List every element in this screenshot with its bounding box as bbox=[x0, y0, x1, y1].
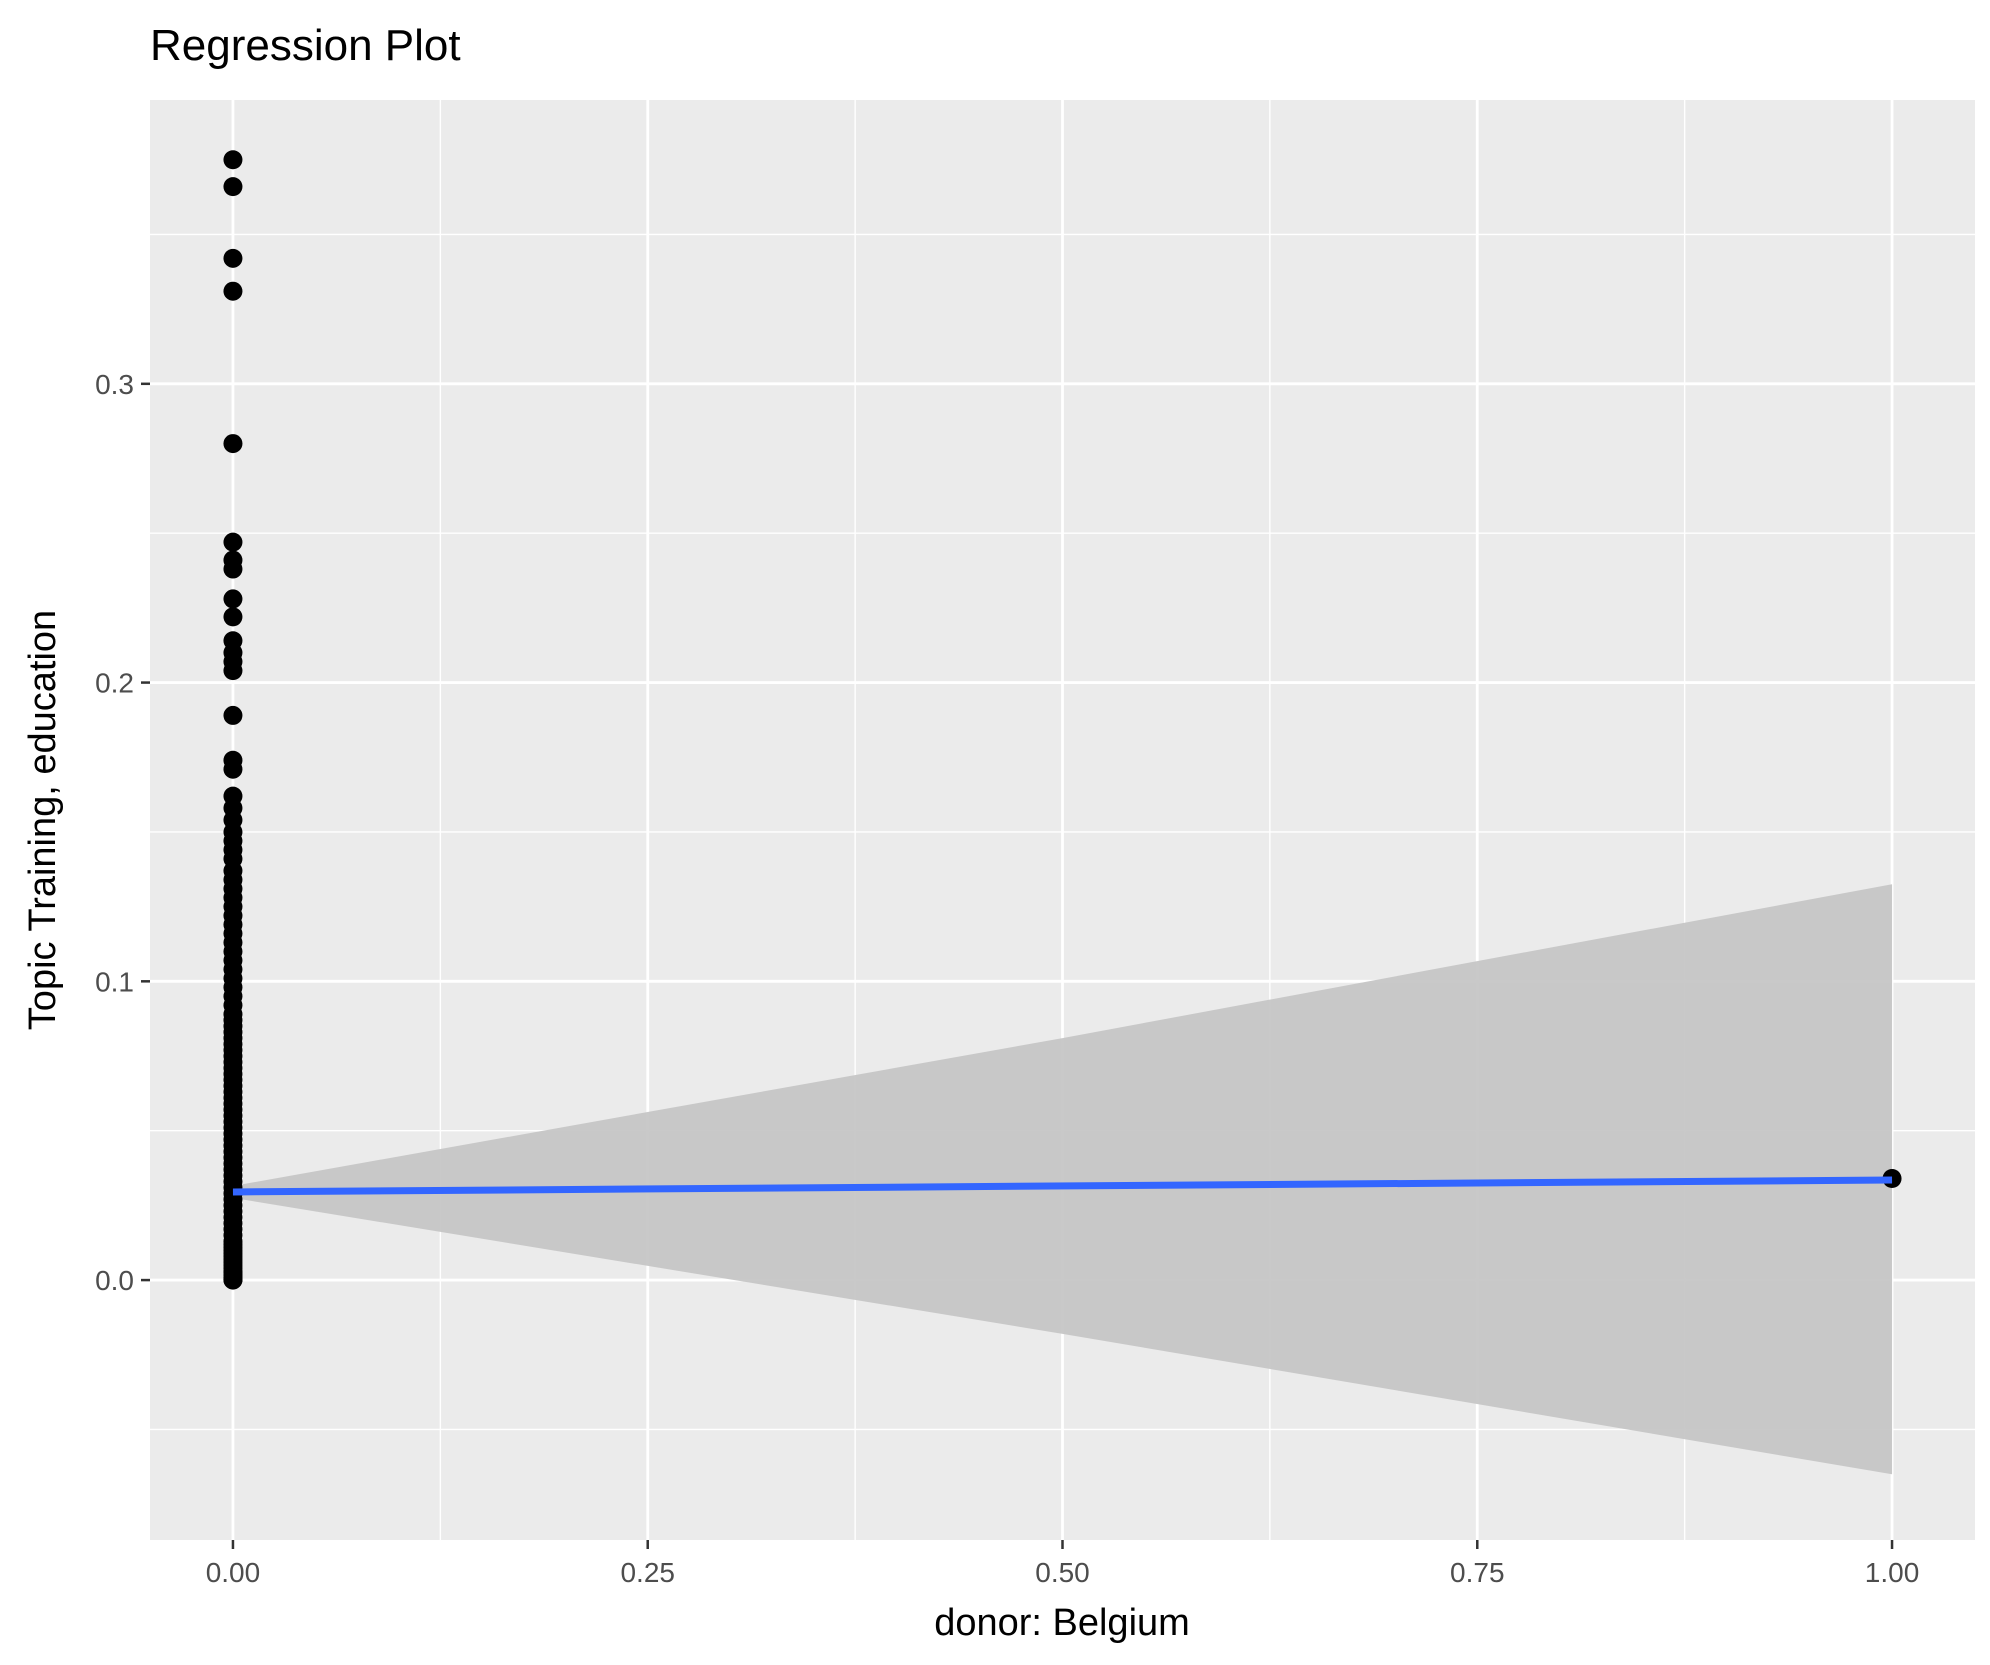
data-point bbox=[223, 177, 243, 197]
chart-title: Regression Plot bbox=[150, 21, 461, 70]
data-point bbox=[223, 607, 243, 627]
y-tick-label: 0.2 bbox=[95, 668, 134, 699]
x-tick-label: 1.00 bbox=[1865, 1557, 1920, 1588]
axes: 0.00 0.25 0.50 0.75 1.00 0.0 0.1 0.2 0.3 bbox=[95, 369, 1919, 1588]
data-point bbox=[223, 248, 243, 268]
scatter-points bbox=[223, 150, 1902, 1290]
y-tick-label: 0.3 bbox=[95, 369, 134, 400]
data-point bbox=[223, 705, 243, 725]
y-axis-title: Topic Training, education bbox=[22, 610, 64, 1030]
data-point bbox=[223, 661, 243, 681]
x-tick-label: 0.25 bbox=[620, 1557, 675, 1588]
confidence-band-layer bbox=[232, 884, 1893, 1475]
data-point bbox=[223, 281, 243, 301]
data-point bbox=[223, 434, 243, 454]
y-tick-label: 0.1 bbox=[95, 966, 134, 997]
data-point bbox=[223, 589, 243, 609]
x-tick-label: 0.00 bbox=[206, 1557, 261, 1588]
regression-line-layer bbox=[232, 1176, 1893, 1196]
regression-line bbox=[232, 1176, 1893, 1196]
confidence-band bbox=[232, 884, 1893, 1475]
data-point bbox=[223, 759, 243, 779]
data-point bbox=[223, 150, 243, 170]
x-tick-label: 0.50 bbox=[1035, 1557, 1090, 1588]
data-point bbox=[223, 532, 243, 552]
data-point bbox=[223, 559, 243, 579]
data-point bbox=[223, 1270, 243, 1290]
x-axis-title: donor: Belgium bbox=[934, 1602, 1190, 1644]
x-tick-label: 0.75 bbox=[1450, 1557, 1505, 1588]
y-tick-label: 0.0 bbox=[95, 1265, 134, 1296]
